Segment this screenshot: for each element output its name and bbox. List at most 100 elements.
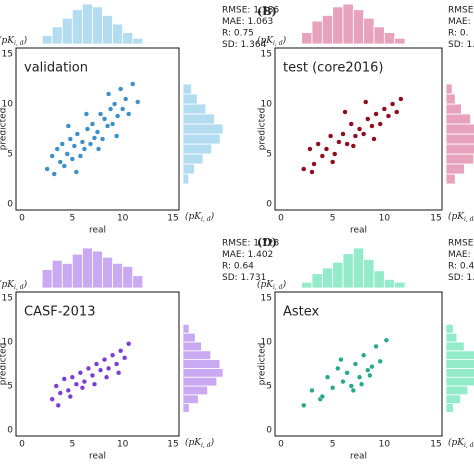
histogram-bar xyxy=(352,247,365,289)
histogram-bar xyxy=(82,247,93,289)
data-point xyxy=(69,156,75,162)
x-tick-label: 15 xyxy=(430,214,441,224)
unit-label: (pKi, d) xyxy=(257,35,287,48)
data-point xyxy=(59,141,65,147)
stat-line: SD: 1.731 xyxy=(222,273,266,283)
histogram-bar xyxy=(182,394,199,404)
histogram-bar xyxy=(445,323,454,334)
histogram-bar xyxy=(51,259,63,289)
histogram-bar xyxy=(102,256,113,289)
histogram-bar xyxy=(182,376,218,387)
y-tick-label: 5 xyxy=(266,150,272,160)
data-point xyxy=(89,372,96,379)
histogram-bar xyxy=(445,359,474,369)
data-point xyxy=(301,166,307,172)
data-point xyxy=(363,99,369,105)
histogram-bar xyxy=(445,143,474,155)
y-axis-label: predicted xyxy=(258,343,268,386)
histogram-bar xyxy=(445,153,474,165)
data-point xyxy=(67,393,73,400)
data-point xyxy=(109,352,116,358)
unit-text: (pK xyxy=(448,437,465,448)
unit-label: (pKi, d) xyxy=(257,279,287,292)
histogram-bar xyxy=(301,32,313,45)
data-point xyxy=(77,153,83,159)
unit-label: (pKi, d) xyxy=(185,437,215,450)
histogram-bar xyxy=(383,32,396,45)
y-tick-label: 15 xyxy=(261,294,272,304)
histogram-bar xyxy=(182,163,195,175)
data-point xyxy=(369,123,375,129)
stat-line: MAE: 1. xyxy=(448,17,474,27)
data-point xyxy=(365,367,371,373)
histogram-bar xyxy=(182,173,190,185)
data-point xyxy=(53,383,59,389)
x-tick-label: 10 xyxy=(117,214,129,224)
histogram-bar xyxy=(342,3,354,45)
data-point xyxy=(122,355,128,361)
unit-subscript: i, d xyxy=(201,216,211,223)
histogram-bar xyxy=(182,133,221,145)
x-axis-label: real xyxy=(89,226,106,236)
data-point xyxy=(85,365,92,372)
histogram-bar xyxy=(92,6,103,45)
data-point xyxy=(103,374,110,380)
stat-line: SD: 1.364 xyxy=(222,40,267,50)
data-point xyxy=(118,348,124,354)
data-point xyxy=(385,113,392,119)
y-axis-label: predicted xyxy=(0,108,9,151)
data-point xyxy=(99,136,106,142)
histogram-bar xyxy=(383,279,396,289)
unit-text: ) xyxy=(210,437,215,448)
data-point xyxy=(309,387,315,394)
data-point xyxy=(315,141,321,147)
unit-subscript: i, d xyxy=(14,40,24,47)
data-point xyxy=(73,169,79,175)
stat-line: RMSE: 1.728 xyxy=(222,239,279,249)
data-point xyxy=(44,166,50,172)
data-point xyxy=(338,357,344,363)
data-point xyxy=(348,383,354,389)
stat-line: RMSE: 1. xyxy=(448,6,474,16)
unit-text: (pK xyxy=(257,35,274,46)
histogram-bar xyxy=(311,273,323,289)
x-tick-label: 5 xyxy=(69,214,75,224)
data-point xyxy=(57,390,63,396)
unit-text: (pK xyxy=(0,279,15,290)
histogram-bar xyxy=(445,83,453,95)
unit-text: (pK xyxy=(185,211,202,222)
data-point xyxy=(398,96,404,102)
data-point xyxy=(118,86,124,92)
panel-title: test (core2016) xyxy=(283,61,383,76)
x-tick-label: 15 xyxy=(167,440,178,450)
y-tick-label: 15 xyxy=(2,50,13,60)
histogram-bar xyxy=(363,17,375,45)
data-point xyxy=(324,374,331,380)
x-tick-label: 10 xyxy=(379,440,391,450)
data-point xyxy=(55,402,61,408)
histogram-bar xyxy=(332,6,344,45)
data-point xyxy=(348,121,354,127)
y-axis-label: predicted xyxy=(258,108,268,151)
histogram-bar xyxy=(311,20,323,45)
histogram-bar xyxy=(102,15,113,45)
histogram-bar xyxy=(394,281,406,289)
histogram-bar xyxy=(132,275,144,289)
x-axis-label: real xyxy=(350,452,367,462)
panel-letter: (D) xyxy=(257,236,277,249)
unit-label: (pKi, d) xyxy=(0,279,28,292)
data-point xyxy=(369,364,375,370)
histogram-bar xyxy=(321,267,334,289)
histogram-bar xyxy=(342,253,354,289)
y-tick-label: 10 xyxy=(261,100,273,110)
data-point xyxy=(332,151,338,157)
histogram-bar xyxy=(445,133,474,145)
histogram-bar xyxy=(41,35,53,45)
unit-text: (pK xyxy=(257,279,274,290)
unit-label: (pKi, d) xyxy=(448,211,474,224)
stat-line: R: 0. xyxy=(448,29,468,39)
stat-line: RMSE: xyxy=(448,239,474,249)
data-point xyxy=(126,341,132,347)
data-point xyxy=(101,116,108,122)
histogram-bar xyxy=(182,113,215,125)
